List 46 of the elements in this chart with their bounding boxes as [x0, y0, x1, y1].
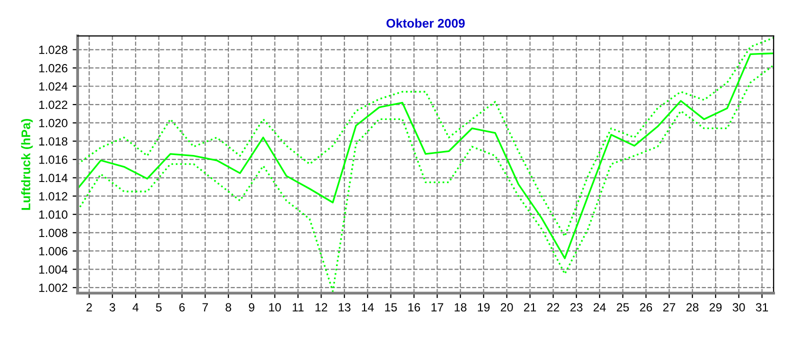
y-tick-label: 1.010	[39, 210, 68, 219]
y-tick-label: 1.016	[39, 156, 68, 164]
x-tick-label: 12	[316, 303, 328, 312]
x-tick-label: 22	[547, 303, 560, 312]
x-tick-label: 23	[570, 303, 582, 312]
x-tick-label: 4	[132, 303, 139, 312]
x-tick-label: 14	[362, 303, 374, 312]
x-tick-label: 31	[756, 303, 768, 312]
x-tick-label: 24	[594, 303, 606, 312]
y-tick-label: 1.020	[39, 118, 68, 128]
x-tick-label: 15	[385, 303, 397, 312]
y-tick-label: 1.022	[39, 100, 68, 109]
x-tick-label: 18	[454, 303, 466, 312]
y-tick-label: 1.028	[39, 46, 68, 54]
y-tick-label: 1.008	[39, 228, 68, 238]
x-tick-label: 13	[338, 303, 350, 312]
x-tick-label: 10	[269, 303, 281, 312]
x-tick-label: 3	[110, 303, 116, 312]
chart-title: Oktober 2009	[386, 18, 465, 28]
x-tick-label: 11	[292, 303, 304, 312]
x-tick-label: 2	[86, 303, 92, 312]
x-tick-label: 25	[616, 303, 629, 312]
x-tick-label: 8	[226, 303, 232, 312]
x-tick-label: 5	[156, 303, 162, 312]
y-tick-label: 1.002	[39, 284, 68, 292]
x-tick-label: 9	[248, 303, 254, 312]
x-tick-label: 26	[640, 303, 652, 312]
y-axis-title: Luftdruck (hPa)	[21, 118, 33, 210]
x-tick-label: 27	[663, 303, 676, 312]
x-tick-label: 17	[432, 303, 444, 312]
y-tick-label: 1.014	[39, 174, 68, 182]
y-tick-label: 1.024	[39, 82, 68, 91]
x-tick-label: 21	[524, 303, 536, 312]
x-tick-label: 20	[500, 303, 513, 312]
x-tick-label: 7	[202, 303, 208, 312]
x-tick-label: 28	[686, 303, 698, 312]
y-tick-label: 1.006	[39, 247, 68, 256]
x-tick-label: 6	[179, 303, 185, 312]
x-tick-label: 16	[408, 303, 420, 312]
y-tick-label: 1.018	[39, 137, 68, 146]
y-tick-label: 1.004	[39, 265, 68, 274]
x-tick-label: 30	[732, 303, 745, 312]
x-tick-label: 19	[478, 303, 490, 312]
y-tick-label: 1.026	[39, 64, 68, 72]
y-tick-label: 1.012	[39, 192, 68, 200]
x-tick-label: 29	[710, 303, 722, 312]
